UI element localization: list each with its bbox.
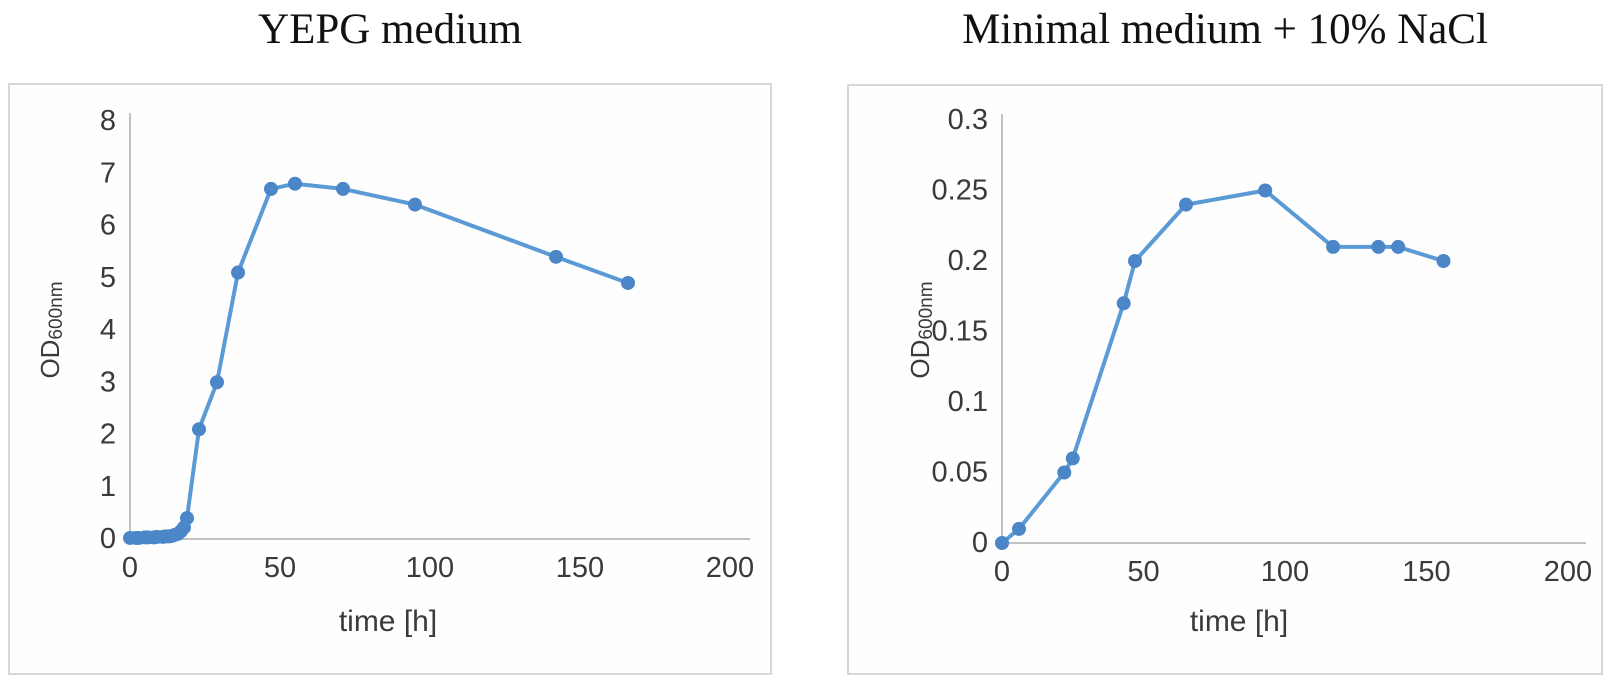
line-chart-minimal-nacl: 0 0.05 0.1 0.15 0.2 0.25 0.3 0 50 100 150 200 time […: [905, 104, 1592, 638]
y-tick-label: 0.1: [948, 386, 988, 418]
x-axis-title: time [h]: [339, 605, 437, 638]
x-tick-label: 50: [264, 552, 296, 584]
data-point-marker: [995, 536, 1009, 550]
x-tick-label: 0: [122, 552, 138, 584]
y-tick-label: 5: [100, 262, 116, 294]
y-tick-label: 0: [972, 527, 988, 559]
chart-title-minimal-nacl: Minimal medium + 10% NaCl: [962, 6, 1488, 53]
data-point-marker: [549, 249, 563, 264]
data-point-marker: [1057, 465, 1072, 480]
y-axis-title: OD600nm: [35, 281, 67, 378]
data-point-marker: [1258, 183, 1273, 198]
y-tick-label: 0.05: [932, 457, 988, 489]
data-point-marker: [1011, 521, 1026, 536]
y-tick-label: 0.2: [948, 245, 988, 277]
y-tick-label: 8: [100, 105, 116, 137]
y-tick-label: 0.15: [932, 316, 988, 348]
y-tick-label: 2: [100, 419, 116, 451]
data-point-marker: [1371, 239, 1386, 254]
data-point-marker: [621, 275, 635, 290]
chart-panel-minimal-nacl: 0 0.05 0.1 0.15 0.2 0.25 0.3 0 50 100 150 200 time […: [847, 84, 1603, 675]
data-point-marker: [1178, 197, 1193, 212]
data-point-marker: [1436, 254, 1451, 268]
data-point-marker: [336, 181, 350, 196]
x-tick-label: 150: [1402, 556, 1450, 588]
x-tick-label: 150: [556, 552, 604, 584]
data-point-marker: [264, 181, 278, 196]
data-point-marker: [1116, 296, 1131, 311]
data-point-marker: [1391, 239, 1406, 254]
y-tick-label: 3: [100, 366, 116, 398]
y-tick-label: 6: [100, 210, 116, 242]
data-point-marker: [210, 375, 224, 390]
y-tick-label: 0.3: [948, 104, 988, 136]
data-point-marker: [1065, 451, 1080, 466]
data-point-marker: [1128, 254, 1143, 268]
x-tick-label: 50: [1127, 556, 1159, 588]
line-chart-yepg: 0 1 2 3 4 5 6 7 8 0 50 100 150 200 time [h] OD600nm: [35, 105, 754, 638]
y-tick-label: 1: [100, 471, 116, 503]
x-tick-label: 200: [706, 552, 754, 584]
y-tick-label: 0.25: [932, 175, 988, 207]
data-point-marker: [231, 265, 245, 280]
data-series-line: [128, 181, 630, 540]
y-tick-label: 4: [100, 314, 116, 346]
x-tick-label: 100: [1261, 556, 1309, 588]
y-axis-title: OD600nm: [905, 281, 937, 378]
y-tick-label: 0: [100, 523, 116, 555]
x-axis-title: time [h]: [1190, 605, 1288, 638]
data-point-marker: [192, 422, 206, 437]
data-point-marker: [1326, 239, 1341, 254]
x-tick-label: 100: [406, 552, 454, 584]
y-tick-label: 7: [100, 157, 116, 189]
chart-title-yepg: YEPG medium: [258, 6, 522, 53]
data-point-marker: [180, 511, 194, 526]
data-point-marker: [288, 176, 302, 191]
x-tick-label: 200: [1544, 556, 1592, 588]
x-tick-label: 0: [994, 556, 1010, 588]
chart-panel-yepg: 0 1 2 3 4 5 6 7 8 0 50 100 150 200 time [h] OD600nm: [8, 83, 772, 675]
data-point-marker: [408, 197, 422, 212]
